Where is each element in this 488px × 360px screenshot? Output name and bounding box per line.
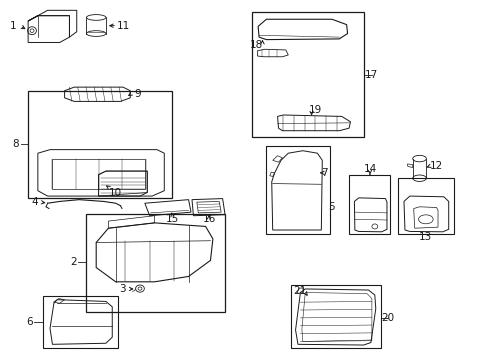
- Text: 9: 9: [134, 89, 141, 99]
- Bar: [86, 214, 224, 312]
- Bar: [251, 12, 363, 137]
- Text: 3: 3: [119, 284, 125, 294]
- Text: 1: 1: [10, 21, 17, 31]
- Bar: [348, 175, 389, 234]
- Bar: [42, 296, 118, 348]
- Text: 7: 7: [321, 168, 327, 178]
- Bar: [290, 285, 380, 348]
- Text: 10: 10: [109, 188, 122, 198]
- Text: 19: 19: [308, 105, 321, 115]
- Text: 12: 12: [429, 161, 442, 171]
- Text: 8: 8: [13, 139, 19, 149]
- Text: 16: 16: [202, 213, 215, 224]
- Bar: [28, 91, 171, 198]
- Text: 20: 20: [381, 312, 394, 323]
- Text: 14: 14: [363, 164, 376, 174]
- Text: 4: 4: [31, 197, 38, 207]
- Text: 17: 17: [365, 69, 378, 80]
- Bar: [266, 146, 329, 234]
- Text: 13: 13: [418, 232, 431, 242]
- Text: 11: 11: [116, 21, 129, 31]
- Text: 2: 2: [70, 257, 77, 267]
- Text: 18: 18: [249, 40, 263, 50]
- Text: 5: 5: [327, 202, 334, 212]
- Text: 21: 21: [293, 287, 306, 296]
- Text: 15: 15: [165, 213, 179, 224]
- Text: 6: 6: [26, 317, 33, 327]
- Bar: [397, 178, 453, 234]
